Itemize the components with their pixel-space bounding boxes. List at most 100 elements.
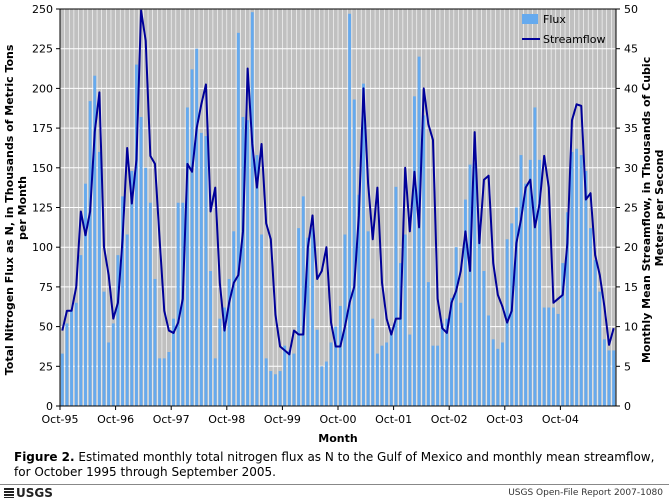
flux-bar	[348, 13, 352, 406]
y-tick-right-label: 15	[624, 281, 638, 294]
flux-bar	[362, 83, 365, 407]
flux-bar	[269, 371, 273, 406]
flux-bar	[491, 339, 495, 406]
y-tick-left-label: 25	[39, 360, 53, 373]
y-tick-left-label: 150	[32, 162, 53, 175]
flux-bar	[246, 120, 250, 406]
flux-bar	[375, 353, 379, 406]
usgs-logo: USGS	[4, 486, 53, 500]
flux-bar	[542, 307, 546, 406]
flux-bar	[579, 155, 583, 406]
x-tick-label: Oct-00	[320, 413, 357, 426]
flux-bar	[413, 96, 416, 406]
y-tick-right-label: 50	[624, 3, 638, 16]
flux-bar	[144, 167, 148, 406]
flux-bar	[121, 196, 124, 406]
flux-bar	[417, 56, 421, 406]
flux-bar	[283, 345, 287, 406]
flux-bar	[116, 255, 120, 406]
y-tick-right-label: 30	[624, 162, 638, 175]
flux-bar	[334, 326, 338, 406]
y-axis-left: 0 25 50 75 100 125 150 175 200 225 250	[32, 3, 60, 413]
flux-bar	[468, 164, 472, 406]
flux-bar	[324, 361, 328, 406]
flux-bar	[260, 234, 263, 406]
flux-bar	[426, 282, 430, 406]
y-axis-title-left: Total Nitrogen Flux as N, in Thousands o…	[3, 41, 29, 376]
usgs-logo-text: USGS	[16, 486, 53, 500]
flux-bar	[250, 12, 254, 407]
x-tick-label: Oct-01	[375, 413, 412, 426]
y-axis-title-right: Monthly Mean Streamflow, in Thousands of…	[640, 53, 666, 363]
y-tick-right-label: 45	[624, 43, 638, 56]
flux-bar	[209, 271, 213, 406]
caption-label: Figure 2.	[14, 450, 75, 464]
flux-bar	[501, 342, 504, 406]
flux-bar	[533, 107, 537, 407]
flux-bar	[399, 263, 402, 406]
y-axis-title-left-line-2: per Month	[16, 176, 29, 240]
usgs-wave-icon	[4, 488, 14, 498]
flux-bar	[70, 310, 74, 406]
y-tick-right-label: 10	[624, 321, 638, 334]
y-tick-left-label: 100	[32, 241, 53, 254]
flux-bar	[236, 32, 240, 406]
flux-bar	[190, 69, 194, 407]
flux-bar	[93, 75, 97, 407]
flux-bar	[352, 99, 356, 407]
flux-bar	[556, 313, 560, 406]
x-axis-title: Month	[318, 432, 357, 445]
flux-bar	[320, 366, 324, 406]
y-tick-right-label: 35	[624, 122, 638, 135]
flux-bar	[181, 202, 185, 406]
x-tick-label: Oct-95	[42, 413, 79, 426]
figure-caption: Figure 2. Estimated monthly total nitrog…	[14, 450, 659, 480]
flux-bar	[524, 183, 528, 406]
flux-bar	[338, 305, 342, 406]
chart: 0 25 50 75 100 125 150 175 200 225 250 0 5 10 15 20 25 3…	[3, 3, 666, 445]
flux-bar	[463, 199, 467, 406]
flux-bar	[84, 183, 87, 406]
y-tick-left-label: 175	[32, 122, 53, 135]
x-tick-label: Oct-99	[264, 413, 301, 426]
flux-bar	[487, 315, 491, 406]
flux-bar	[496, 348, 500, 406]
flux-bar	[514, 207, 518, 406]
y-axis-right: 0 5 10 15 20 25 30 35 40 45 50	[616, 3, 638, 413]
flux-bar	[88, 101, 92, 406]
flux-bar	[538, 159, 541, 406]
flux-bar	[575, 148, 579, 406]
y-tick-right-label: 0	[624, 400, 631, 413]
flux-bar	[218, 318, 222, 406]
flux-bar	[459, 302, 463, 406]
y-tick-left-label: 225	[32, 43, 53, 56]
streamflow-layer	[61, 9, 615, 356]
x-tick-label: Oct-97	[153, 413, 190, 426]
flux-bar	[510, 223, 514, 406]
flux-bar	[403, 234, 407, 406]
flux-bar	[450, 298, 453, 406]
y-tick-left-label: 125	[32, 202, 53, 215]
y-tick-right-label: 25	[624, 202, 638, 215]
flux-bar	[297, 228, 301, 406]
flux-bar	[519, 155, 523, 406]
y-tick-right-label: 20	[624, 241, 638, 254]
flux-bar	[482, 271, 486, 406]
flux-bar	[65, 323, 69, 406]
flux-bar	[528, 159, 532, 406]
y-tick-left-label: 250	[32, 3, 53, 16]
flux-bar	[607, 350, 611, 406]
flux-bar	[264, 358, 268, 406]
flux-bar	[232, 231, 236, 406]
flux-bar	[477, 228, 481, 406]
flux-bar	[315, 329, 319, 406]
flux-bar	[153, 278, 157, 406]
x-tick-label: Oct-03	[486, 413, 523, 426]
flux-bar	[366, 231, 370, 406]
flux-bar	[74, 302, 78, 406]
legend-flux-label: Flux	[543, 13, 566, 26]
flux-bar	[431, 345, 435, 406]
flux-bar	[139, 116, 143, 406]
flux-bar	[602, 339, 606, 406]
flux-bar	[380, 345, 384, 406]
